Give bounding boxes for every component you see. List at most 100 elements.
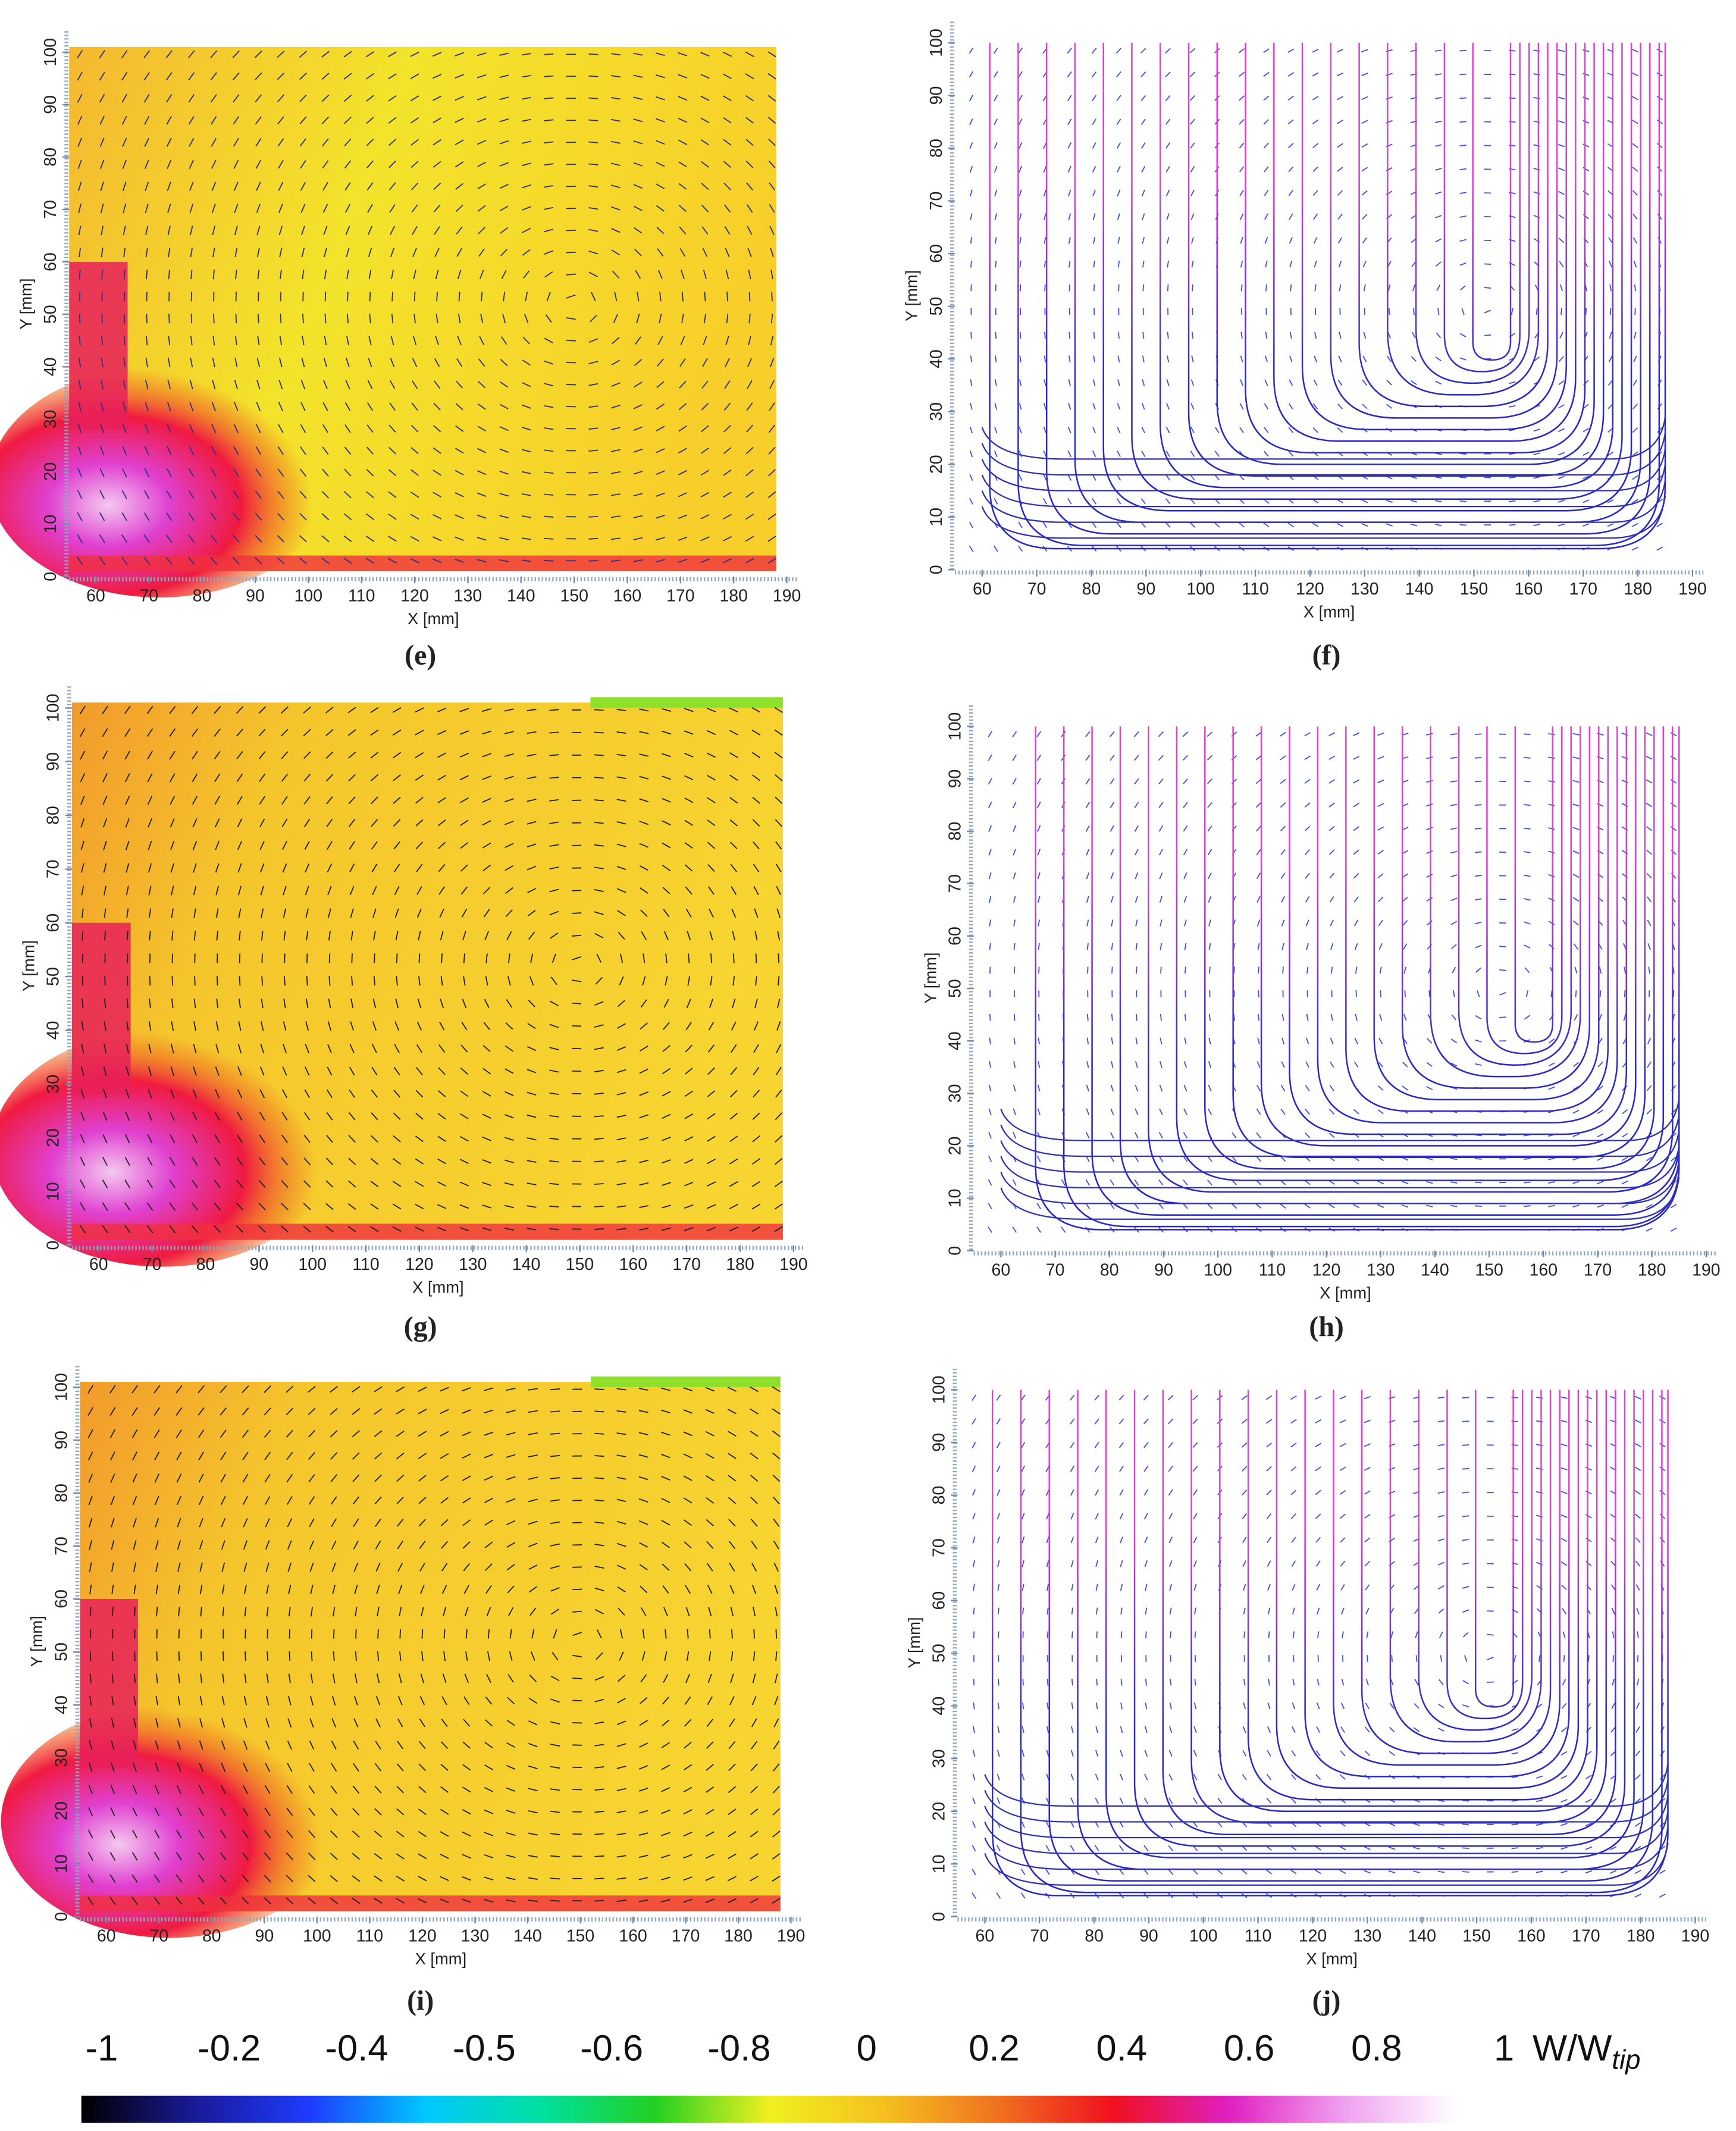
vector-arrow [482,842,491,849]
vector-arrow [1046,1584,1049,1591]
vector-arrow [610,118,621,122]
vector-arrow [354,1673,358,1683]
vector-arrow [745,514,754,520]
vector-arrow [169,728,176,737]
vector-arrow [1280,825,1286,832]
vector-arrow [308,1407,316,1416]
vector-arrow [612,337,620,345]
vector-arrow [1647,1061,1652,1068]
vector-arrow [366,491,374,499]
vector-arrow [1435,73,1442,76]
vector-arrow [410,95,419,102]
vector-arrow [482,1044,491,1053]
vector-arrow [1067,497,1072,505]
vector-arrow [1264,450,1269,457]
vector-arrow [1364,1750,1371,1756]
vector-arrow [504,843,514,848]
vector-arrow [144,137,149,147]
vector-arrow [306,953,308,963]
vector-arrow [1646,849,1653,855]
vector-arrow [724,226,731,235]
vector-arrow [189,446,195,455]
vector-arrow [236,1157,243,1166]
vector-arrow [1646,802,1653,808]
vector-arrow [550,1877,560,1880]
vector-arrow [415,1090,424,1098]
vector-arrow [1184,1013,1187,1021]
vector-arrow [169,750,176,760]
vector-arrow [170,1134,176,1144]
vector-arrow [683,1387,692,1391]
vector-arrow [102,818,108,828]
vector-arrow [594,1115,604,1118]
vector-arrow [776,1021,781,1031]
vector-arrow [133,1584,136,1594]
vector-arrow [1312,48,1319,53]
vector-arrow [79,728,86,737]
vector-arrow [521,96,531,100]
vector-arrow [509,1651,513,1661]
vector-arrow [775,1607,778,1617]
vector-arrow [259,818,265,828]
vector-arrow [374,1452,383,1460]
vector-arrow [391,292,393,302]
vector-arrow [1361,190,1368,196]
vector-arrow [1365,1607,1370,1614]
vector-arrow [286,1830,293,1838]
vector-arrow [1189,522,1196,528]
vector-arrow [1061,1203,1066,1210]
vector-arrow [332,1695,336,1706]
vector-arrow [190,314,193,324]
vector-arrow [308,1429,316,1438]
vector-arrow [477,403,486,410]
vector-arrow [752,819,760,827]
vector-arrow [199,1518,203,1528]
y-tick-label: 90 [41,95,60,114]
vector-arrow [616,1410,626,1413]
vector-arrow [286,1473,293,1483]
vector-arrow [305,863,310,873]
vector-arrow [487,1629,490,1639]
vector-arrow [1314,355,1318,362]
vector-arrow [751,1563,757,1572]
vector-arrow [1036,1155,1041,1162]
vector-arrow [683,1809,692,1815]
vector-arrow [1094,1465,1099,1472]
vector-arrow [1364,1870,1371,1874]
vector-arrow [657,358,664,367]
vector-arrow [1450,733,1458,736]
vector-arrow [1363,284,1366,292]
vector-arrow [200,1651,202,1661]
vector-arrow [1135,1037,1138,1044]
vector-arrow [1437,1538,1445,1542]
vector-arrow [549,1160,559,1163]
x-tick-label: 110 [1242,580,1268,599]
vector-arrow [970,355,973,362]
vector-arrow [970,237,973,244]
vector-arrow [1437,1585,1444,1589]
vector-arrow [662,1227,671,1231]
vector-arrow [1267,1726,1271,1733]
vector-arrow [437,1113,446,1120]
vector-arrow [1585,1537,1592,1542]
vector-arrow [634,249,642,256]
vector-arrow [1339,284,1342,292]
vector-arrow [1411,331,1416,339]
vector-arrow [685,864,693,872]
vector-arrow [1166,237,1170,244]
vector-arrow [349,818,356,827]
vector-arrow [220,1407,227,1416]
vector-arrow [1118,284,1120,292]
vector-arrow [751,1718,757,1728]
vector-arrow [1597,1181,1604,1185]
vector-arrow [1207,849,1212,856]
vector-arrow [1558,499,1565,503]
vector-arrow [165,556,173,565]
vector-arrow [366,138,374,146]
vector-arrow [1337,143,1343,148]
vector-arrow [1120,1607,1123,1615]
vector-arrow [1120,1631,1123,1638]
vector-arrow [549,888,559,893]
vector-arrow [1363,331,1367,339]
vector-arrow [374,1853,383,1860]
